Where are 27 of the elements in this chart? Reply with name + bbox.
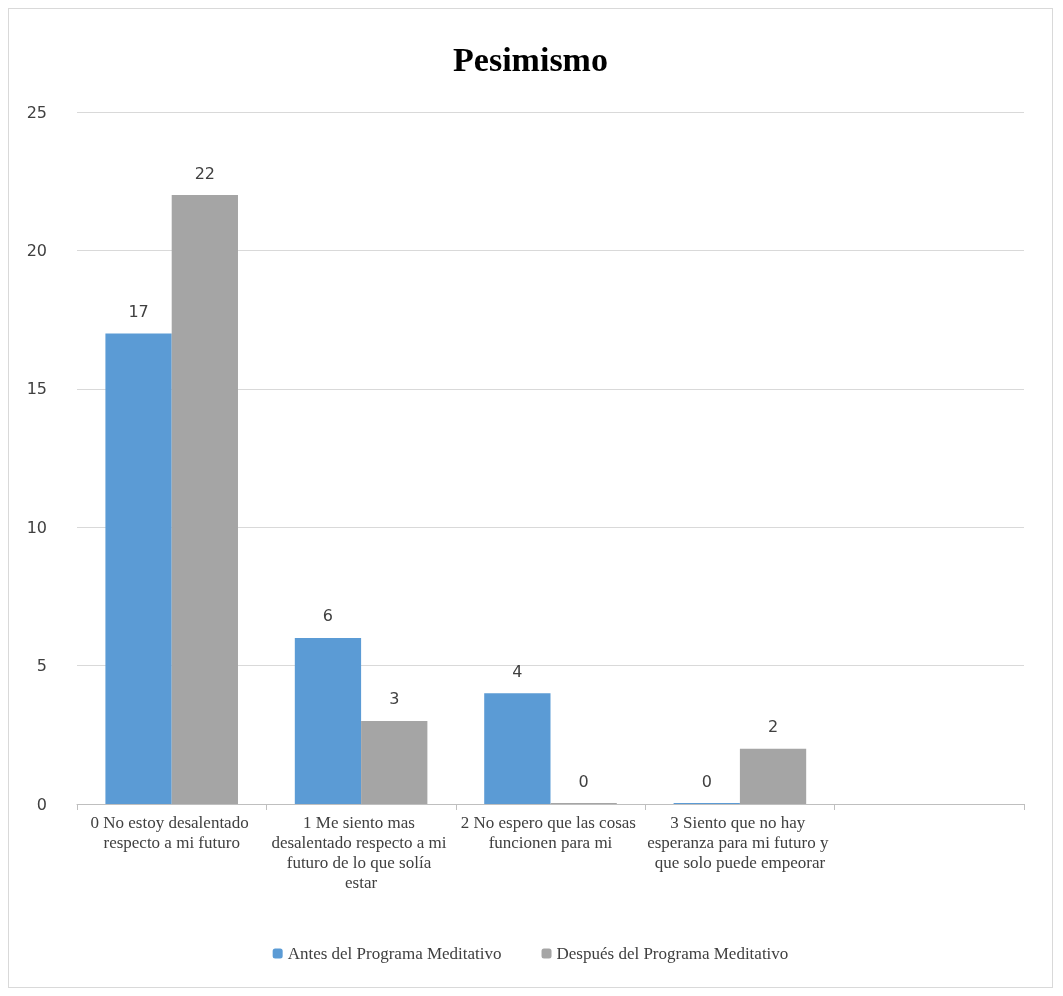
x-tick-label: 0 No estoy desalentado respecto a mi futuro: [90, 812, 253, 852]
y-tick-label: 5: [36, 656, 47, 676]
data-label: 4: [512, 661, 523, 681]
data-label: 0: [578, 771, 589, 791]
data-label: 0: [701, 771, 712, 791]
legend-label: Antes del Programa Meditativo: [287, 944, 502, 963]
bar: [484, 693, 551, 804]
legend-label: Después del Programa Meditativo: [556, 944, 789, 963]
x-tick-label: 3 Siento que no hay esperanza para mi futuro y que solo puede empeorar: [647, 812, 833, 872]
bar: [361, 720, 428, 804]
data-label: 2: [767, 717, 779, 737]
y-tick-label: 0: [36, 794, 47, 814]
bar: [105, 333, 172, 804]
data-label: 3: [389, 689, 400, 709]
data-label: 17: [128, 301, 149, 321]
y-tick-label: 10: [26, 517, 47, 537]
bar: [171, 195, 238, 804]
data-label: 22: [194, 163, 216, 183]
y-tick-label: 15: [26, 379, 47, 399]
x-tick-label: 2 No espero que las cosas funcionen para mi: [460, 812, 641, 852]
x-tick-label: 1 Me siento mas desalentado respecto a mi futuro de lo que solía estar: [271, 812, 451, 892]
bar: [739, 748, 807, 804]
y-tick-label: 25: [26, 102, 47, 122]
y-tick-label: 20: [26, 240, 47, 260]
chart-title: Pesimismo: [453, 40, 608, 78]
data-label: 6: [322, 606, 334, 626]
bar: [294, 637, 362, 804]
